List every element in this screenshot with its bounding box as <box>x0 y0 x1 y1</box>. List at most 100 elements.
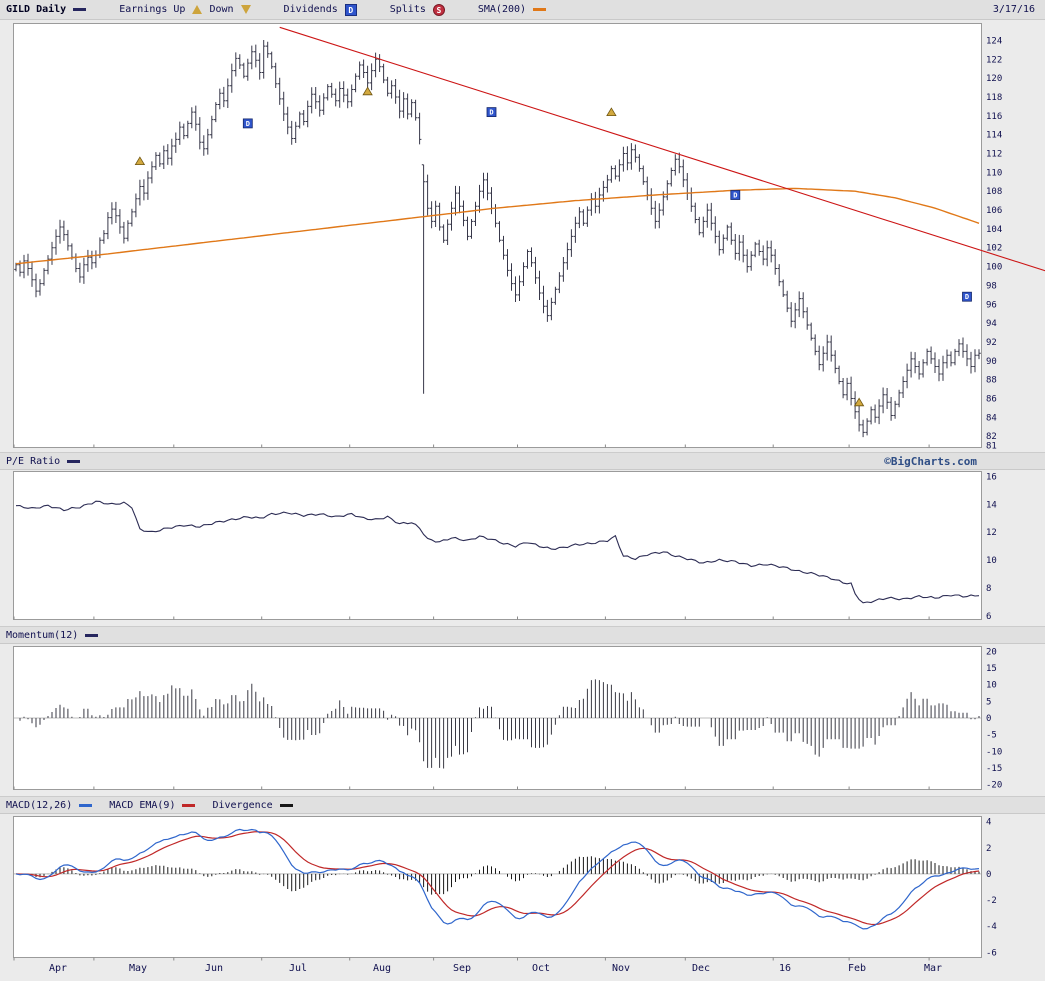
momentum-panel: 20 15 10 5 0 -5 -10 -15 -20 <box>0 644 1045 791</box>
dividends-label: Dividends <box>283 4 338 15</box>
svg-text:106: 106 <box>986 206 1002 216</box>
earnings-up-icon <box>192 5 203 14</box>
svg-text:10: 10 <box>986 681 997 691</box>
earnings-up-marker <box>362 86 373 96</box>
svg-text:82: 82 <box>986 432 997 442</box>
svg-text:10: 10 <box>986 556 997 566</box>
svg-text:-5: -5 <box>986 731 997 741</box>
svg-text:88: 88 <box>986 376 997 386</box>
momentum-header: Momentum(12) <box>0 626 1045 644</box>
divergence-label: Divergence <box>212 799 273 811</box>
macd-line-swatch-icon <box>79 803 93 807</box>
svg-text:-4: -4 <box>986 922 997 932</box>
svg-text:122: 122 <box>986 55 1002 65</box>
earnings-down-label: Down <box>209 4 234 15</box>
dividend-marker <box>486 107 497 117</box>
macd-header: MACD(12,26) MACD EMA(9) Divergence <box>0 796 1045 814</box>
dividend-marker-letter: D <box>489 109 493 117</box>
svg-text:100: 100 <box>986 263 1002 273</box>
svg-text:104: 104 <box>986 225 1002 235</box>
month-label: Feb <box>847 963 867 974</box>
earnings-up-marker <box>853 397 865 407</box>
svg-text:-10: -10 <box>986 747 1002 757</box>
macd-signal-line <box>15 831 980 926</box>
svg-text:96: 96 <box>986 300 997 310</box>
symbol-title: GILD Daily <box>6 4 67 15</box>
pe-line <box>15 500 980 604</box>
svg-text:8: 8 <box>986 584 991 594</box>
svg-text:84: 84 <box>986 413 997 423</box>
month-label: May <box>128 963 148 974</box>
svg-text:0: 0 <box>986 870 991 880</box>
momentum-bars <box>19 679 980 769</box>
svg-text:14: 14 <box>986 500 997 510</box>
month-label: Aug <box>372 963 392 974</box>
svg-text:4: 4 <box>986 818 991 828</box>
svg-text:2: 2 <box>986 844 991 854</box>
pe-ratio-panel: 16 14 12 10 8 6 <box>0 470 1045 622</box>
price-chart-svg: D D D D 124 122 120 118 116 114 112 110 108 106 104 102… <box>13 23 1045 452</box>
bigcharts-watermark: ©BigCharts.com <box>884 454 977 468</box>
svg-text:110: 110 <box>986 168 1002 178</box>
top-legend-bar: GILD Daily Earnings Up Down Dividends D … <box>0 0 1045 20</box>
month-label: Nov <box>611 963 631 974</box>
split-icon: S <box>432 3 445 16</box>
price-series-swatch-icon <box>73 8 87 11</box>
earnings-up-marker <box>134 156 146 166</box>
month-label: Apr <box>48 963 68 974</box>
svg-text:86: 86 <box>986 395 997 405</box>
svg-text:118: 118 <box>986 93 1002 103</box>
month-label: Jun <box>204 963 224 974</box>
splits-label: Splits <box>389 4 426 15</box>
earnings-up-label: Earnings Up <box>119 4 186 15</box>
svg-text:116: 116 <box>986 112 1002 122</box>
macd-line <box>15 828 980 930</box>
ohlc-bars <box>14 40 981 438</box>
dividend-icon: D <box>344 3 357 16</box>
momentum-chart-svg: 20 15 10 5 0 -5 -10 -15 -20 <box>13 646 1002 791</box>
svg-text:120: 120 <box>986 74 1002 84</box>
svg-text:94: 94 <box>986 319 997 329</box>
svg-text:98: 98 <box>986 281 997 291</box>
svg-text:92: 92 <box>986 338 997 348</box>
svg-text:15: 15 <box>986 664 997 674</box>
month-label: 16 <box>778 963 792 974</box>
svg-text:108: 108 <box>986 187 1002 197</box>
earnings-down-icon <box>240 5 251 14</box>
dividend-marker <box>962 291 972 302</box>
macd-panel: 4 2 0 -2 -4 -6 <box>0 814 1045 962</box>
svg-text:16: 16 <box>986 472 997 482</box>
svg-text:-6: -6 <box>986 948 997 958</box>
month-label: Mar <box>923 963 943 974</box>
macd-ema-label: MACD EMA(9) <box>109 799 176 811</box>
svg-text:114: 114 <box>986 131 1002 141</box>
svg-text:112: 112 <box>986 150 1002 160</box>
svg-text:81: 81 <box>986 442 997 450</box>
x-axis-month-labels: Apr May Jun Jul Aug Sep Oct Nov Dec 16 Feb Mar <box>0 962 1045 979</box>
svg-text:20: 20 <box>986 648 997 658</box>
month-label: Sep <box>452 963 472 974</box>
dividend-marker-letter: D <box>246 120 250 128</box>
svg-text:102: 102 <box>986 244 1002 254</box>
svg-text:12: 12 <box>986 528 997 538</box>
momentum-swatch-icon <box>85 633 99 637</box>
svg-text:5: 5 <box>986 697 991 707</box>
momentum-label: Momentum(12) <box>6 629 79 641</box>
macd-signal-swatch-icon <box>182 803 196 807</box>
dividend-marker <box>242 118 253 129</box>
macd-chart-svg: 4 2 0 -2 -4 -6 <box>13 816 997 961</box>
svg-text:0: 0 <box>986 714 991 724</box>
pe-chart-svg: 16 14 12 10 8 6 <box>13 471 997 622</box>
dividend-marker-letter: D <box>733 192 737 200</box>
svg-text:90: 90 <box>986 357 997 367</box>
month-label: Oct <box>531 963 551 974</box>
svg-text:-2: -2 <box>986 896 997 906</box>
price-panel: D D D D 124 122 120 118 116 114 112 110 108 106 104 102… <box>0 20 1045 452</box>
pe-ratio-header: P/E Ratio ©BigCharts.com <box>0 452 1045 470</box>
dividend-marker-letter: D <box>965 293 969 301</box>
svg-text:-20: -20 <box>986 781 1002 791</box>
dividend-marker <box>730 190 741 200</box>
month-label: Jul <box>288 963 308 974</box>
sma200-line <box>15 187 980 265</box>
